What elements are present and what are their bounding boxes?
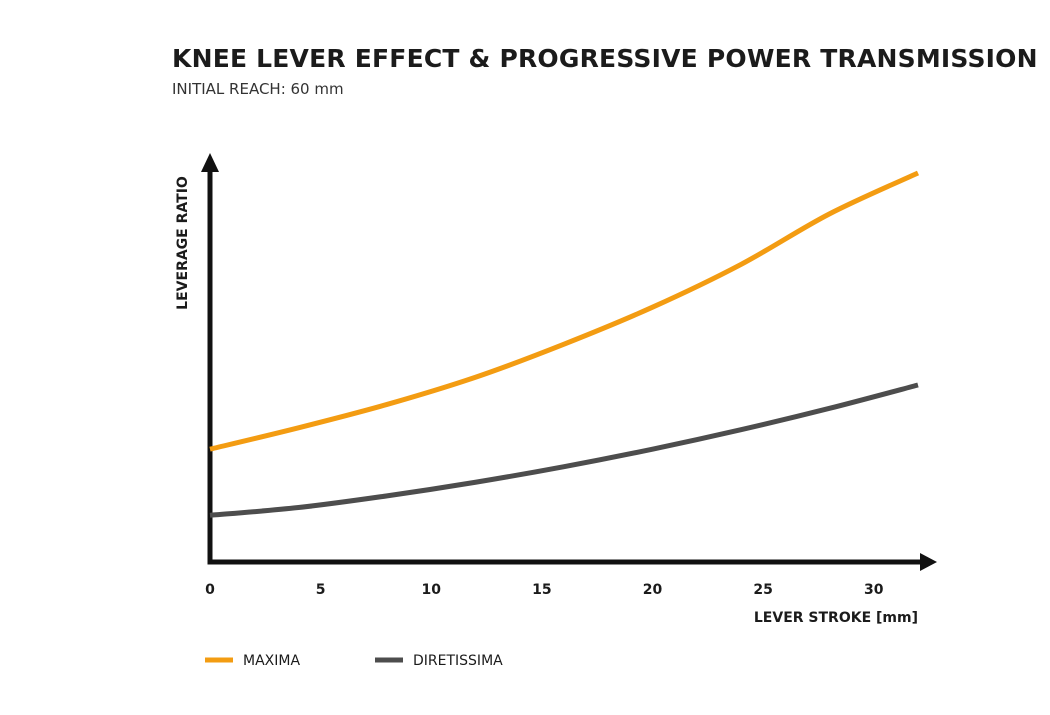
series-line-maxima	[209, 170, 920, 452]
legend-label-diretissima: DIRETISSIMA	[413, 653, 503, 669]
x-tick-labels: 0 5 10 15 20 25 30	[205, 582, 884, 598]
x-tick-label: 0	[205, 582, 215, 598]
chart-axes	[201, 153, 937, 571]
chart-title: KNEE LEVER EFFECT & PROGRESSIVE POWER TR…	[172, 44, 1038, 73]
x-axis-arrow-icon	[920, 553, 937, 571]
legend: MAXIMA DIRETISSIMA	[205, 653, 503, 669]
y-axis-arrow-icon	[201, 153, 219, 172]
x-tick-label: 5	[316, 582, 326, 598]
legend-label-maxima: MAXIMA	[243, 653, 300, 669]
x-tick-label: 20	[643, 582, 663, 598]
x-axis-label: LEVER STROKE [mm]	[754, 610, 918, 626]
x-tick-label: 15	[532, 582, 551, 598]
x-tick-label: 10	[422, 582, 442, 598]
chart-series	[209, 170, 920, 518]
y-axis-label: LEVERAGE RATIO	[175, 176, 191, 310]
x-tick-label: 25	[753, 582, 772, 598]
chart-subtitle: INITIAL REACH: 60 mm	[172, 80, 344, 98]
series-line-diretissima	[209, 382, 919, 518]
x-tick-label: 30	[864, 582, 884, 598]
